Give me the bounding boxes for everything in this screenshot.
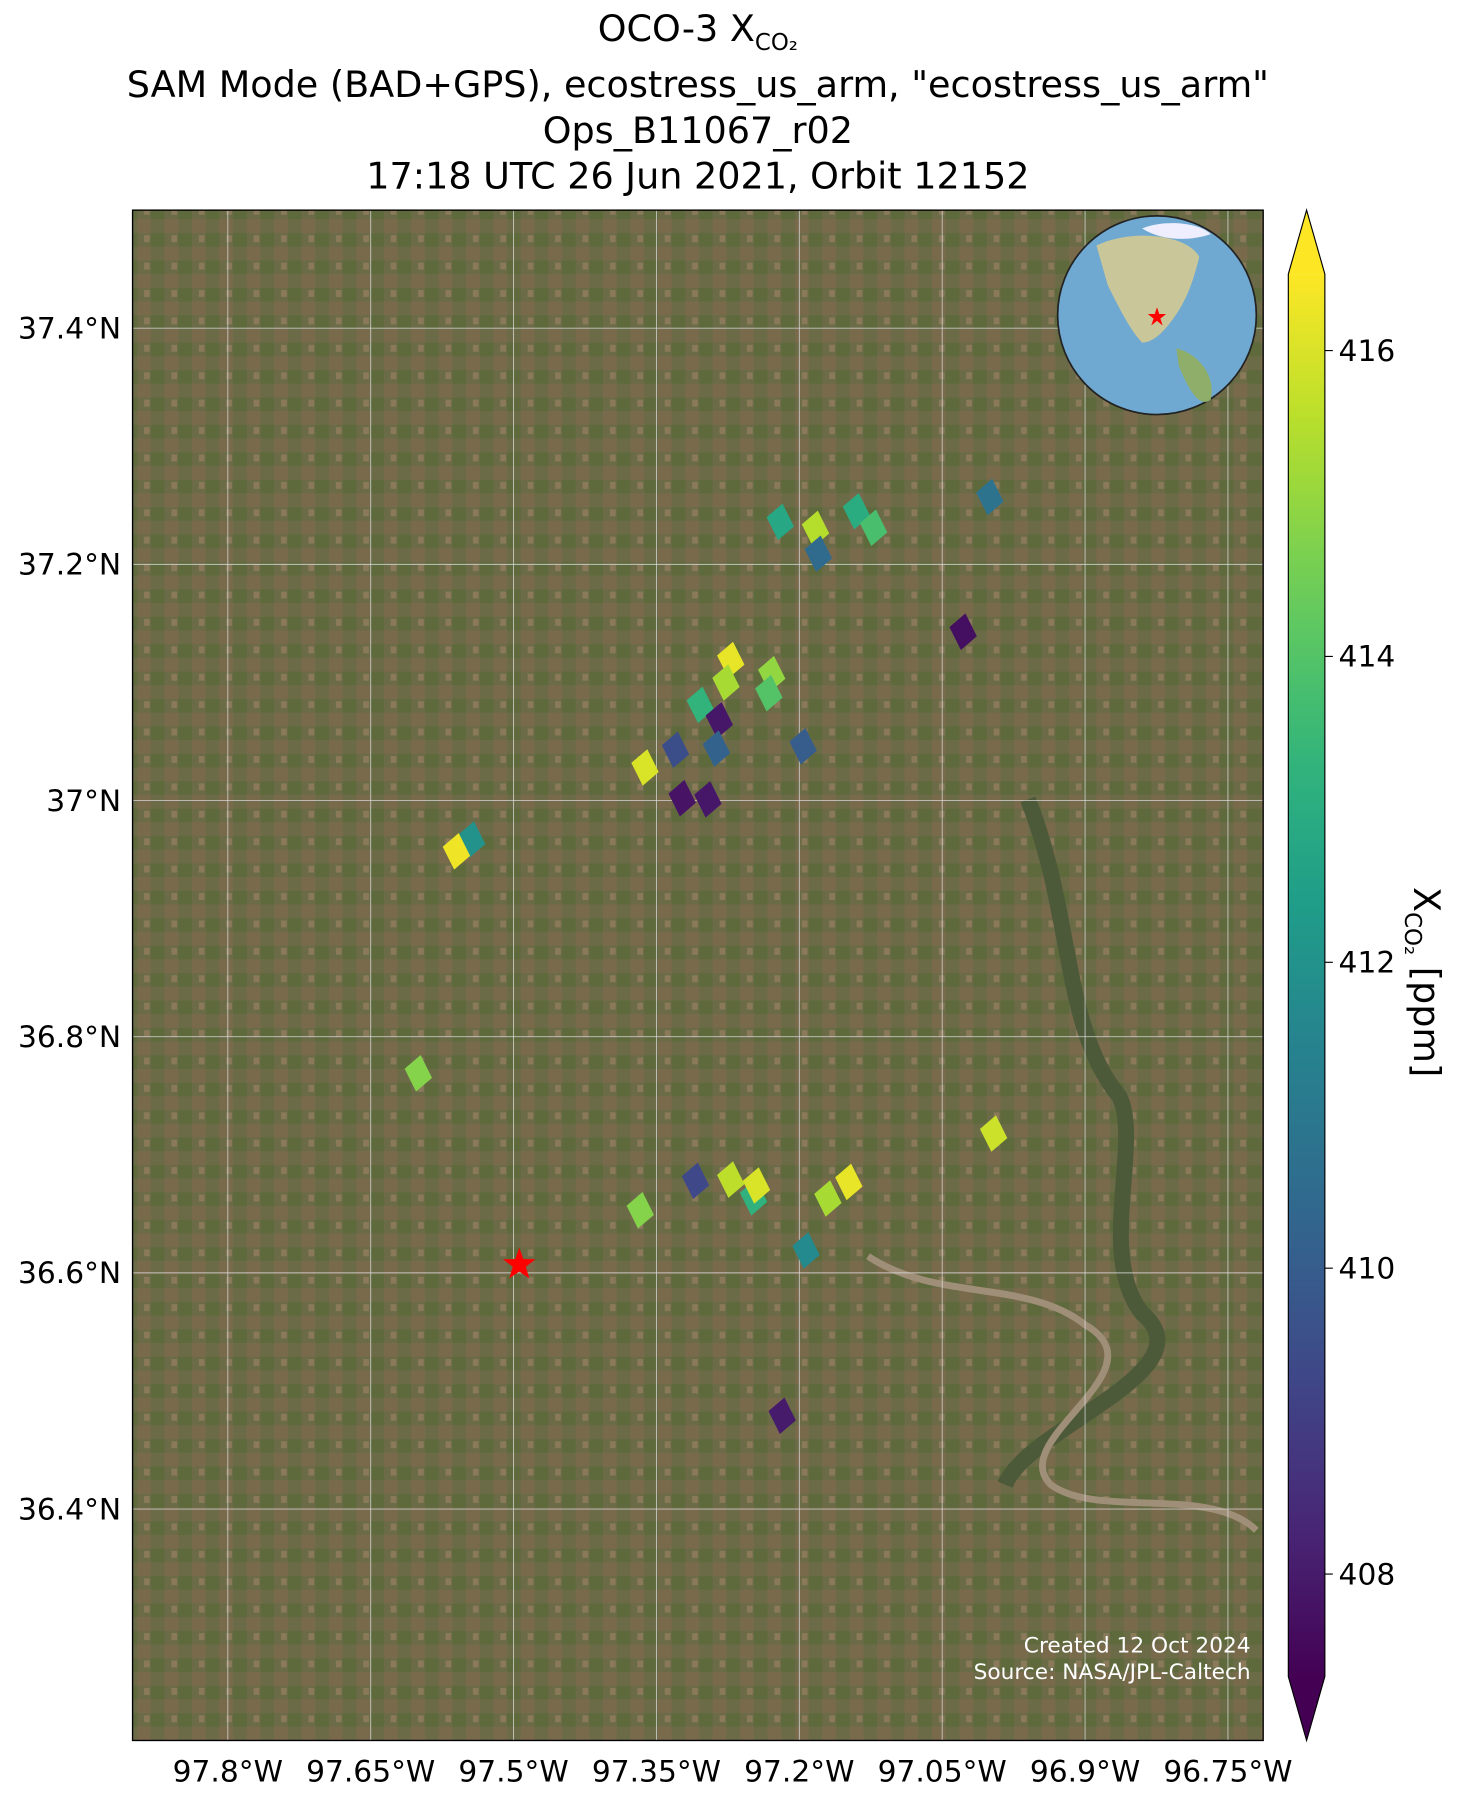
river xyxy=(997,796,1166,1489)
y-tick-label: 36.4°N xyxy=(18,1492,121,1527)
land xyxy=(1096,235,1200,343)
colorbar-outline xyxy=(1287,208,1326,1743)
x-tick-label: 96.75°W xyxy=(1163,1755,1292,1790)
title-text: OCO-3 X xyxy=(598,7,755,50)
footprint xyxy=(712,664,740,701)
title-subscript: CO₂ xyxy=(755,30,798,56)
river xyxy=(866,1253,1259,1533)
satellite-background xyxy=(132,210,1264,1741)
colorbar-label-space xyxy=(1405,955,1448,967)
x-tick-label: 97.5°W xyxy=(458,1755,568,1790)
footprint xyxy=(979,1115,1008,1152)
footprint xyxy=(766,503,794,541)
globe-target-star xyxy=(1147,307,1167,326)
footprint xyxy=(976,478,1004,516)
x-tick-label: 97.8°W xyxy=(173,1755,283,1790)
colorbar-label: XCO₂ [ppm] xyxy=(1399,887,1448,1077)
colorbar-tick-label: 416 xyxy=(1339,334,1396,369)
colorbar-extend-bottom xyxy=(1288,1676,1325,1741)
credit: Source: NASA/JPL-Caltech xyxy=(974,1660,1251,1685)
colorbar-tick-label: 414 xyxy=(1339,640,1396,675)
y-tick-label: 36.6°N xyxy=(18,1256,121,1291)
footprint xyxy=(631,749,659,786)
credit: Created 12 Oct 2024 xyxy=(1024,1634,1251,1659)
y-tick-label: 37°N xyxy=(46,784,121,819)
x-tick-label: 97.2°W xyxy=(744,1755,854,1790)
colorbar-label-subscript: CO₂ xyxy=(1399,912,1425,955)
x-tick-label: 96.9°W xyxy=(1030,1755,1140,1790)
subtitle: SAM Mode (BAD+GPS), ecostress_us_arm, "e… xyxy=(127,63,1269,106)
land xyxy=(1176,348,1212,402)
x-tick-label: 97.05°W xyxy=(878,1755,1007,1790)
footprint xyxy=(626,1192,654,1229)
map xyxy=(132,210,1264,1741)
footprint xyxy=(442,833,471,870)
footprint xyxy=(814,1180,842,1217)
footprint xyxy=(668,779,696,817)
colorbar-label-unit: [ppm] xyxy=(1405,967,1448,1077)
colorbar-tick-label: 408 xyxy=(1339,1557,1396,1592)
footprint xyxy=(661,731,690,769)
colorbar-tick-label: 412 xyxy=(1339,946,1396,981)
footprint xyxy=(705,701,734,739)
footprint xyxy=(949,613,977,650)
subtitle: Ops_B11067_r02 xyxy=(543,109,853,152)
footprint xyxy=(404,1055,433,1092)
colorbar-label-text: X xyxy=(1405,887,1448,912)
colorbar xyxy=(1288,274,1325,1677)
subtitle: 17:18 UTC 26 Jun 2021, Orbit 12152 xyxy=(366,154,1029,197)
x-tick-label: 97.35°W xyxy=(592,1755,721,1790)
footprint xyxy=(835,1163,863,1201)
footprint xyxy=(801,510,830,548)
ice xyxy=(1142,223,1211,239)
y-tick-label: 37.2°N xyxy=(18,548,121,583)
colorbar-tick-label: 410 xyxy=(1339,1251,1396,1286)
footprint xyxy=(717,1161,745,1198)
colorbar-extend-top xyxy=(1288,210,1325,275)
y-tick-label: 36.8°N xyxy=(18,1020,121,1055)
footprint xyxy=(804,535,833,573)
footprint xyxy=(768,1397,796,1435)
footprint xyxy=(686,686,714,724)
chart-title: OCO-3 XCO₂ xyxy=(598,7,798,56)
footprint xyxy=(702,730,731,767)
target-star xyxy=(502,1247,536,1279)
x-tick-label: 97.65°W xyxy=(306,1755,435,1790)
footprint xyxy=(755,674,783,712)
map-frame xyxy=(131,209,1264,1742)
y-tick-label: 37.4°N xyxy=(18,311,121,346)
